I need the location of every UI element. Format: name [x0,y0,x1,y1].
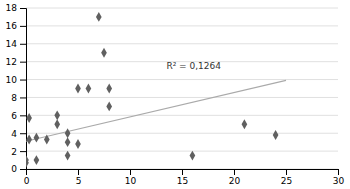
trend-line [26,80,286,141]
x-tick-label: 30 [333,176,345,186]
y-tick-label: 8 [11,93,17,103]
y-tick-mark [20,151,26,152]
y-tick: 0 [11,164,26,174]
grid-line [26,151,338,152]
scatter-point [26,158,29,168]
y-tick-label: 4 [11,129,17,139]
scatter-point [242,119,248,129]
x-tick-label: 15 [177,176,188,186]
scatter-point [96,12,102,22]
y-tick: 6 [11,111,26,121]
y-tick-label: 10 [6,75,18,85]
grid-line [26,97,338,98]
y-tick: 14 [6,39,26,49]
y-tick-label: 18 [6,3,18,13]
grid-line [26,25,338,26]
x-tick: 25 [281,169,292,186]
x-tick: 5 [76,169,82,186]
y-tick: 16 [6,21,26,31]
y-tick-label: 6 [11,111,17,121]
x-tick-label: 0 [24,176,30,186]
x-tick: 20 [229,169,241,186]
grid-line [26,133,338,134]
marks [26,12,286,168]
y-tick-mark [20,133,26,134]
y-axis: 0 2 4 6 8 10 12 14 16 18 [6,3,27,174]
scatter-point [65,151,71,161]
grid-line [26,115,338,116]
scatter-point [44,135,50,145]
scatter-point [106,84,112,94]
plot: 0 5 10 15 20 25 30 0 2 4 6 8 10 12 14 16 18 R² = 0,1264 [6,3,345,186]
grid-line [26,43,338,44]
x-tick-label: 10 [125,176,137,186]
y-tick-label: 0 [11,164,17,174]
scatter-point [106,101,112,111]
y-tick-label: 16 [6,21,18,31]
y-tick: 4 [11,129,26,139]
x-tick-mark [286,169,287,175]
chart: 0 5 10 15 20 25 30 0 2 4 6 8 10 12 14 16 18 R² = 0,1264 [0,0,350,189]
scatter-point [54,110,60,120]
x-tick: 15 [177,169,188,186]
scatter-point [190,151,196,161]
y-tick-label: 14 [6,39,18,49]
x-tick-mark [234,169,235,175]
scatter-point [65,137,71,147]
x-tick: 0 [24,169,30,186]
x-tick-label: 25 [281,176,292,186]
scatter-point [75,84,81,94]
y-tick-mark [20,80,26,81]
x-axis-line [27,170,339,176]
x-tick-label: 20 [229,176,241,186]
x-tick: 30 [333,169,345,186]
x-tick-mark [182,169,183,175]
grid-line [26,79,338,80]
scatter-point [101,48,107,58]
x-tick-mark [130,169,131,175]
scatter-point [75,139,81,149]
annotation: R² = 0,1264 [166,61,221,71]
y-tick: 8 [11,93,26,103]
scatter-point [273,130,279,140]
scatter-point [34,133,40,143]
x-axis: 0 5 10 15 20 25 30 [24,169,345,186]
x-tick: 10 [125,169,137,186]
y-tick-mark [20,26,26,27]
y-tick-mark [20,115,26,116]
grid-line [26,8,338,9]
y-tick-mark [20,44,26,45]
x-tick-mark [338,169,339,175]
scatter-point [65,128,71,138]
y-tick-label: 12 [6,57,17,67]
scatter-point [34,155,40,165]
y-tick: 2 [11,146,26,156]
grid [26,8,338,169]
x-tick-mark [78,169,79,175]
y-tick-mark [20,169,26,170]
scatter-point [26,113,32,123]
scatter-point [26,135,32,145]
y-tick-label: 2 [11,146,17,156]
y-axis-line [20,9,27,170]
y-tick-mark [20,8,26,9]
scatter-point [54,119,60,129]
scatter-point [86,84,92,94]
y-tick: 12 [6,57,26,67]
y-tick: 10 [6,75,26,85]
x-tick-label: 5 [76,176,82,186]
y-tick-mark [20,97,26,98]
y-tick-mark [20,62,26,63]
y-tick: 18 [6,3,26,13]
